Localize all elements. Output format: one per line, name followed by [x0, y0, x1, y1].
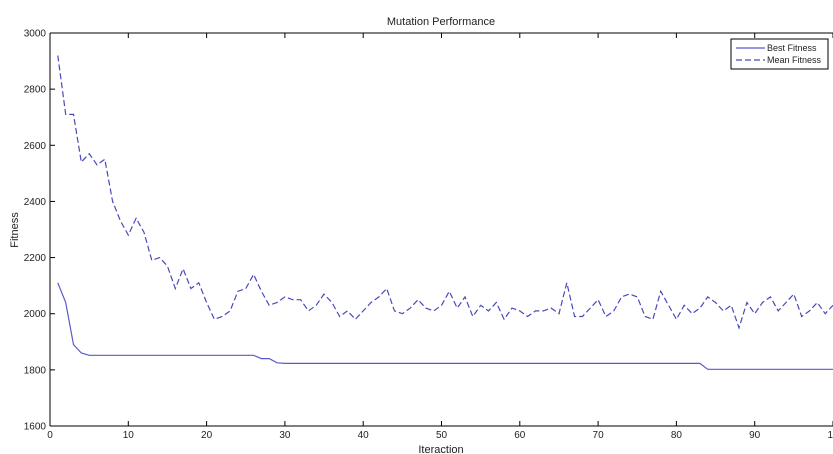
legend-label-0: Best Fitness: [767, 43, 817, 53]
x-tick-label: 80: [671, 430, 683, 441]
y-tick-label: 2600: [24, 141, 47, 152]
y-tick-label: 2000: [24, 309, 47, 320]
legend-box: [730, 38, 829, 70]
x-tick-label: 50: [436, 430, 448, 441]
y-tick-label: 1800: [24, 365, 47, 376]
y-axis-title: Fitness: [9, 212, 21, 248]
series-line-1: [57, 55, 833, 330]
x-tick-label: 30: [279, 430, 291, 441]
x-tick-label: 40: [358, 430, 370, 441]
x-tick-label: 90: [749, 430, 761, 441]
x-tick-label: 10: [827, 430, 833, 441]
x-tick-label: 60: [514, 430, 526, 441]
plot-area: [57, 55, 833, 370]
axes: 0 10 20 30 40 50 60 70 80 90 10 1600 1800 2000 2200 240…: [24, 29, 833, 441]
y-tick-label: 2400: [24, 197, 47, 208]
legend: Best Fitness Mean Fitness: [730, 38, 829, 70]
x-tick-label: 20: [201, 430, 213, 441]
y-tick-label: 1600: [24, 422, 47, 433]
legend-label-1: Mean Fitness: [767, 55, 822, 65]
series-line-0: [57, 282, 833, 370]
y-tick-label: 3000: [24, 29, 47, 40]
y-tick-label: 2200: [24, 253, 47, 264]
x-tick-label: 0: [47, 430, 53, 441]
x-axis-title: Iteraction: [418, 444, 463, 454]
y-tick-label: 2800: [24, 85, 47, 96]
x-tick-label: 70: [593, 430, 605, 441]
chart-title: Mutation Performance: [387, 16, 495, 28]
x-tick-label: 10: [123, 430, 135, 441]
